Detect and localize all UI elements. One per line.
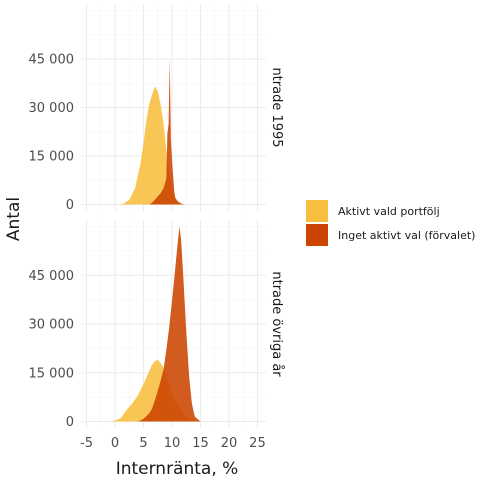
- y-axis-title: Antal: [4, 197, 24, 241]
- legend-key: [306, 200, 328, 222]
- x-tick-label: 15: [192, 436, 209, 451]
- x-tick-label: -5: [80, 436, 93, 451]
- x-tick-label: 0: [111, 436, 119, 451]
- legend-label: Inget aktivt val (förvalet): [338, 229, 475, 242]
- legend-key: [306, 224, 328, 246]
- x-axis-title: Internränta, %: [116, 459, 239, 479]
- x-axis-ticks: -5 0 5 10 15 20 25: [80, 436, 266, 451]
- legend-label: Aktivt vald portfölj: [338, 205, 440, 218]
- facet-strip-label: ntrade övriga år: [269, 271, 284, 377]
- x-tick-label: 25: [249, 436, 266, 451]
- legend: Aktivt vald portfölj Inget aktivt val (fö…: [306, 200, 475, 246]
- x-tick-label: 10: [164, 436, 181, 451]
- x-tick-label: 5: [139, 436, 147, 451]
- y-tick-label: 30 000: [29, 318, 75, 333]
- facet-panels: 0 15 000 30 000 45 000 ntrade 1995 0 15 000 30 …: [29, 4, 284, 430]
- y-tick-label: 45 000: [29, 52, 75, 67]
- facet-strip-label: ntrade 1995: [269, 67, 284, 147]
- facet-panel: 0 15 000 30 000 45 000 ntrade 1995: [29, 4, 284, 213]
- x-tick-label: 20: [221, 436, 238, 451]
- y-tick-label: 15 000: [29, 150, 75, 165]
- facet-panel: 0 15 000 30 000 45 000 ntrade övriga år: [29, 220, 284, 430]
- y-tick-label: 30 000: [29, 101, 75, 116]
- histogram-default: [149, 59, 187, 205]
- y-tick-label: 45 000: [29, 269, 75, 284]
- y-tick-label: 0: [66, 198, 74, 213]
- y-tick-label: 0: [66, 415, 74, 430]
- histogram-default: [137, 226, 201, 422]
- y-tick-label: 15 000: [29, 366, 75, 381]
